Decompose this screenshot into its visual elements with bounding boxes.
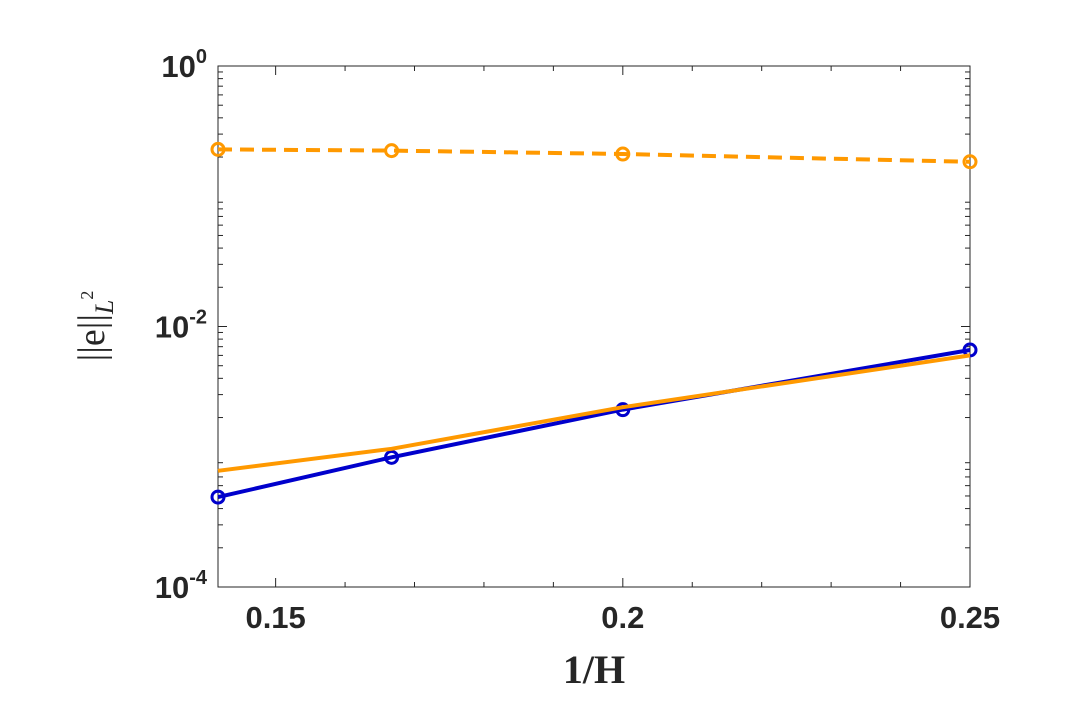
series-line — [217, 353, 971, 473]
series-layer — [210, 141, 978, 505]
data-point — [210, 489, 226, 505]
y-tick-label: 100 — [161, 46, 207, 84]
data-point — [962, 154, 978, 170]
series-2 — [210, 141, 978, 170]
plot-area — [217, 65, 971, 588]
data-point — [384, 143, 400, 159]
tick-labels: 0.15 0.2 0.25 10-4 10-2 100 — [155, 46, 1000, 635]
y-axis-label-sup: 2 — [77, 291, 97, 300]
x-tick-label: 0.2 — [601, 600, 644, 635]
x-tick-label: 0.15 — [245, 600, 305, 635]
y-axis-label: ||e||L2 — [71, 291, 119, 362]
x-axis-label: 1/H — [563, 647, 625, 692]
data-point — [384, 449, 400, 465]
data-point — [615, 146, 631, 162]
data-point — [210, 141, 226, 157]
y-tick-label: 10-4 — [155, 567, 208, 605]
y-axis-label-sub: L — [90, 300, 119, 315]
series-3 — [217, 353, 971, 473]
y-axis-label-main: ||e|| — [71, 314, 113, 361]
series-line — [217, 147, 971, 164]
x-tick-label: 0.25 — [940, 600, 1000, 635]
y-tick-label: 10-2 — [155, 307, 207, 345]
major-ticks — [218, 65, 971, 588]
